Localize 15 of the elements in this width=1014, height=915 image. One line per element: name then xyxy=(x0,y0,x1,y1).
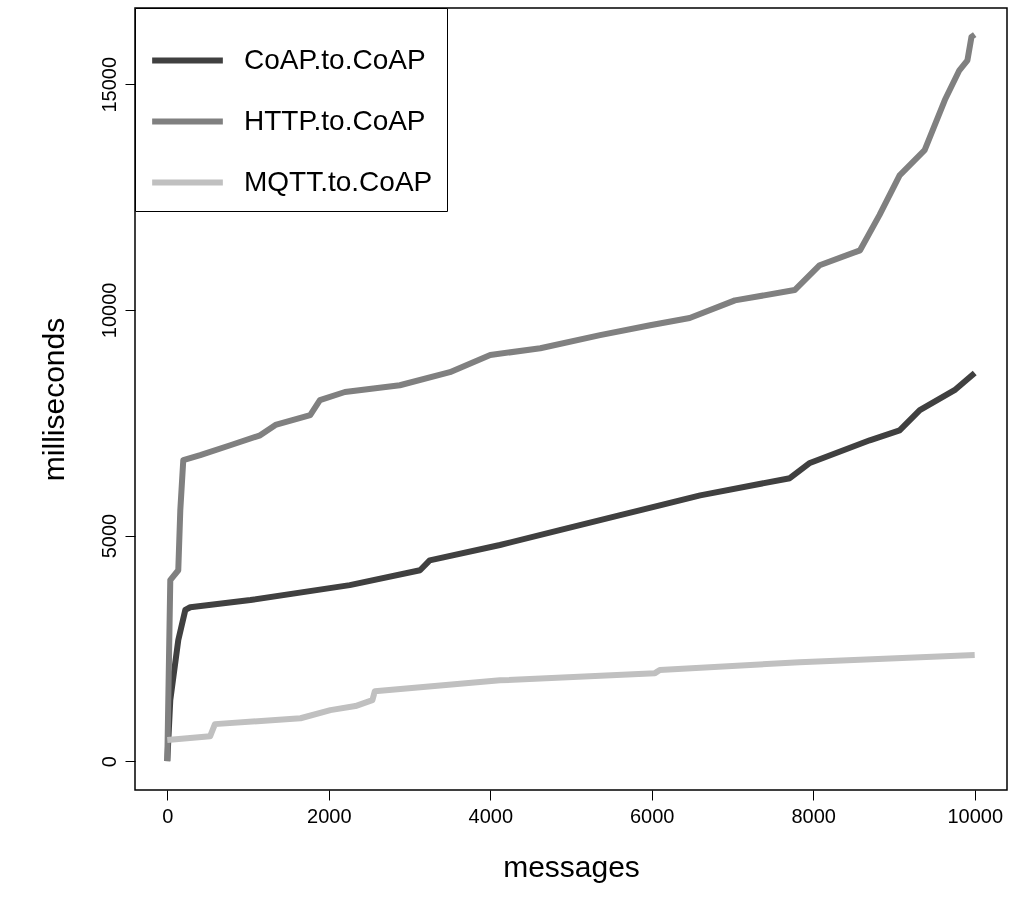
x-tick-label: 6000 xyxy=(629,804,675,827)
y-tick-label: 10000 xyxy=(97,282,120,339)
legend-label: MQTT.to.CoAP xyxy=(244,165,433,197)
y-axis-title: milliseconds xyxy=(36,317,70,482)
x-tick-label: 8000 xyxy=(791,804,836,827)
x-axis-title: messages xyxy=(503,849,640,883)
x-tick-label: 4000 xyxy=(468,804,514,827)
legend-label: HTTP.to.CoAP xyxy=(244,104,426,136)
legend-label: CoAP.to.CoAP xyxy=(244,43,426,75)
y-tick-label: 0 xyxy=(97,756,120,768)
y-tick-label: 5000 xyxy=(97,513,120,559)
x-tick-label: 10000 xyxy=(947,804,1004,827)
x-tick-label: 2000 xyxy=(307,804,352,827)
y-tick-label: 15000 xyxy=(97,56,120,113)
x-tick-label: 0 xyxy=(162,804,174,827)
